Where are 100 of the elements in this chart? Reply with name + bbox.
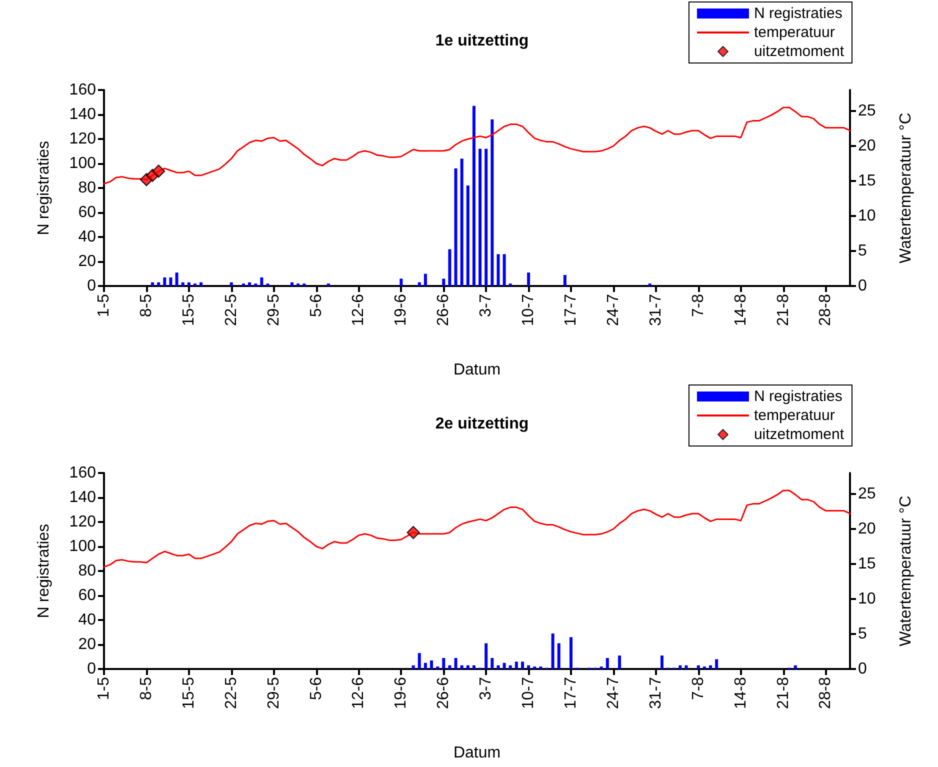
y2-tick-label: 20	[858, 520, 876, 538]
y-tick-label: 160	[69, 464, 96, 482]
x-tick-label: 19-6	[392, 294, 410, 326]
y-tick-label: 60	[78, 587, 96, 604]
y2-tick-label: 15	[858, 556, 876, 572]
x-tick-label: 29-5	[265, 676, 282, 710]
line-series	[103, 106, 851, 185]
bar	[684, 665, 688, 669]
x-tick-label: 19-6	[392, 676, 410, 710]
x-tick-label: 8-5	[138, 294, 155, 318]
y-tick-label: 40	[78, 228, 96, 246]
y-tick-label: 0	[87, 660, 96, 678]
y-tick-label: 80	[78, 562, 96, 580]
y2-tick-label: 0	[858, 278, 867, 294]
x-tick-label: 14-8	[732, 294, 750, 326]
x-tick-label: 15-5	[180, 676, 198, 710]
bar	[412, 665, 415, 669]
bar	[290, 282, 294, 286]
bar	[570, 637, 573, 669]
bar	[430, 660, 434, 669]
x-tick-label: 24-7	[604, 294, 622, 326]
bar	[163, 277, 166, 286]
bar	[442, 658, 446, 669]
y-tick-label: 160	[69, 82, 96, 98]
point	[152, 164, 166, 178]
bar	[181, 282, 184, 286]
y-tick-label: 120	[69, 130, 96, 148]
y2-tick-label: 5	[858, 626, 867, 642]
y2-tick-label: 25	[858, 102, 876, 120]
y-tick-label: 60	[78, 204, 96, 221]
bar	[508, 665, 512, 669]
bar	[715, 659, 718, 669]
y-tick-label: 20	[78, 253, 96, 270]
y2-tick-label: 15	[858, 172, 876, 190]
bar	[527, 665, 530, 669]
y2-tick-label: 0	[858, 660, 867, 678]
y-tick-label: 0	[87, 278, 96, 294]
x-tick-label: 14-8	[732, 676, 750, 710]
y2-axis-title: Watertemperatuur °C	[898, 112, 914, 264]
y-axis-title: N registraties	[36, 140, 52, 236]
bar	[514, 662, 518, 669]
bar	[557, 643, 560, 669]
bar	[490, 119, 494, 286]
bar	[794, 665, 797, 669]
bar	[551, 633, 554, 669]
bar	[424, 274, 427, 286]
y-tick-label: 120	[69, 514, 96, 530]
bar	[169, 277, 172, 286]
x-tick-label: 21-8	[774, 676, 792, 710]
bar	[260, 277, 264, 286]
legend-label: N registraties	[754, 5, 842, 22]
bar	[618, 656, 622, 669]
x-tick-label: 3-7	[478, 676, 495, 700]
x-tick-label: 22-5	[222, 294, 240, 326]
x-tick-label: 17-7	[562, 676, 580, 710]
bar	[606, 658, 609, 669]
legend-label: temperatuur	[754, 407, 835, 424]
bar	[496, 665, 500, 669]
x-tick-label: 26-6	[435, 676, 452, 710]
x-axis-title: Datum	[453, 362, 501, 378]
bar	[563, 274, 566, 286]
x-tick-label: 17-7	[562, 294, 580, 326]
x-axis-title: Datum	[453, 744, 501, 762]
bar	[472, 665, 476, 669]
y-tick-label: 140	[69, 489, 96, 506]
bar	[466, 665, 470, 669]
bar	[424, 662, 427, 669]
bar	[460, 665, 464, 669]
y-tick-label: 20	[78, 636, 96, 653]
y-tick-label: 140	[69, 106, 96, 123]
x-tick-label: 10-7	[520, 294, 538, 326]
bar	[527, 272, 530, 286]
bar	[157, 282, 160, 286]
y2-tick-label: 10	[858, 590, 876, 608]
legend-label: N registraties	[754, 388, 842, 405]
chart-title: 1e uitzetting	[435, 32, 529, 50]
y-tick-label: 100	[69, 538, 96, 555]
bar	[454, 658, 458, 669]
bar	[248, 282, 252, 286]
bar	[230, 282, 233, 286]
y2-tick-label: 25	[858, 486, 876, 502]
bar	[448, 249, 452, 286]
x-tick-label: 5-6	[308, 676, 325, 700]
y2-tick-label: 5	[858, 242, 867, 260]
y-tick-label: 100	[69, 155, 96, 172]
bar	[151, 282, 154, 286]
bar	[442, 278, 446, 286]
bar	[496, 254, 500, 286]
y2-tick-label: 10	[858, 208, 876, 224]
bar	[466, 186, 470, 286]
bar	[678, 665, 682, 669]
x-tick-label: 31-7	[647, 676, 664, 710]
bar	[502, 662, 506, 669]
bar	[502, 254, 506, 286]
y-axis-title: N registraties	[36, 524, 52, 618]
legend-label: uitzetmoment	[754, 43, 845, 60]
bar	[454, 168, 458, 286]
x-tick-label: 1-5	[96, 676, 112, 700]
bar	[400, 278, 403, 286]
x-tick-label: 29-5	[265, 294, 282, 326]
